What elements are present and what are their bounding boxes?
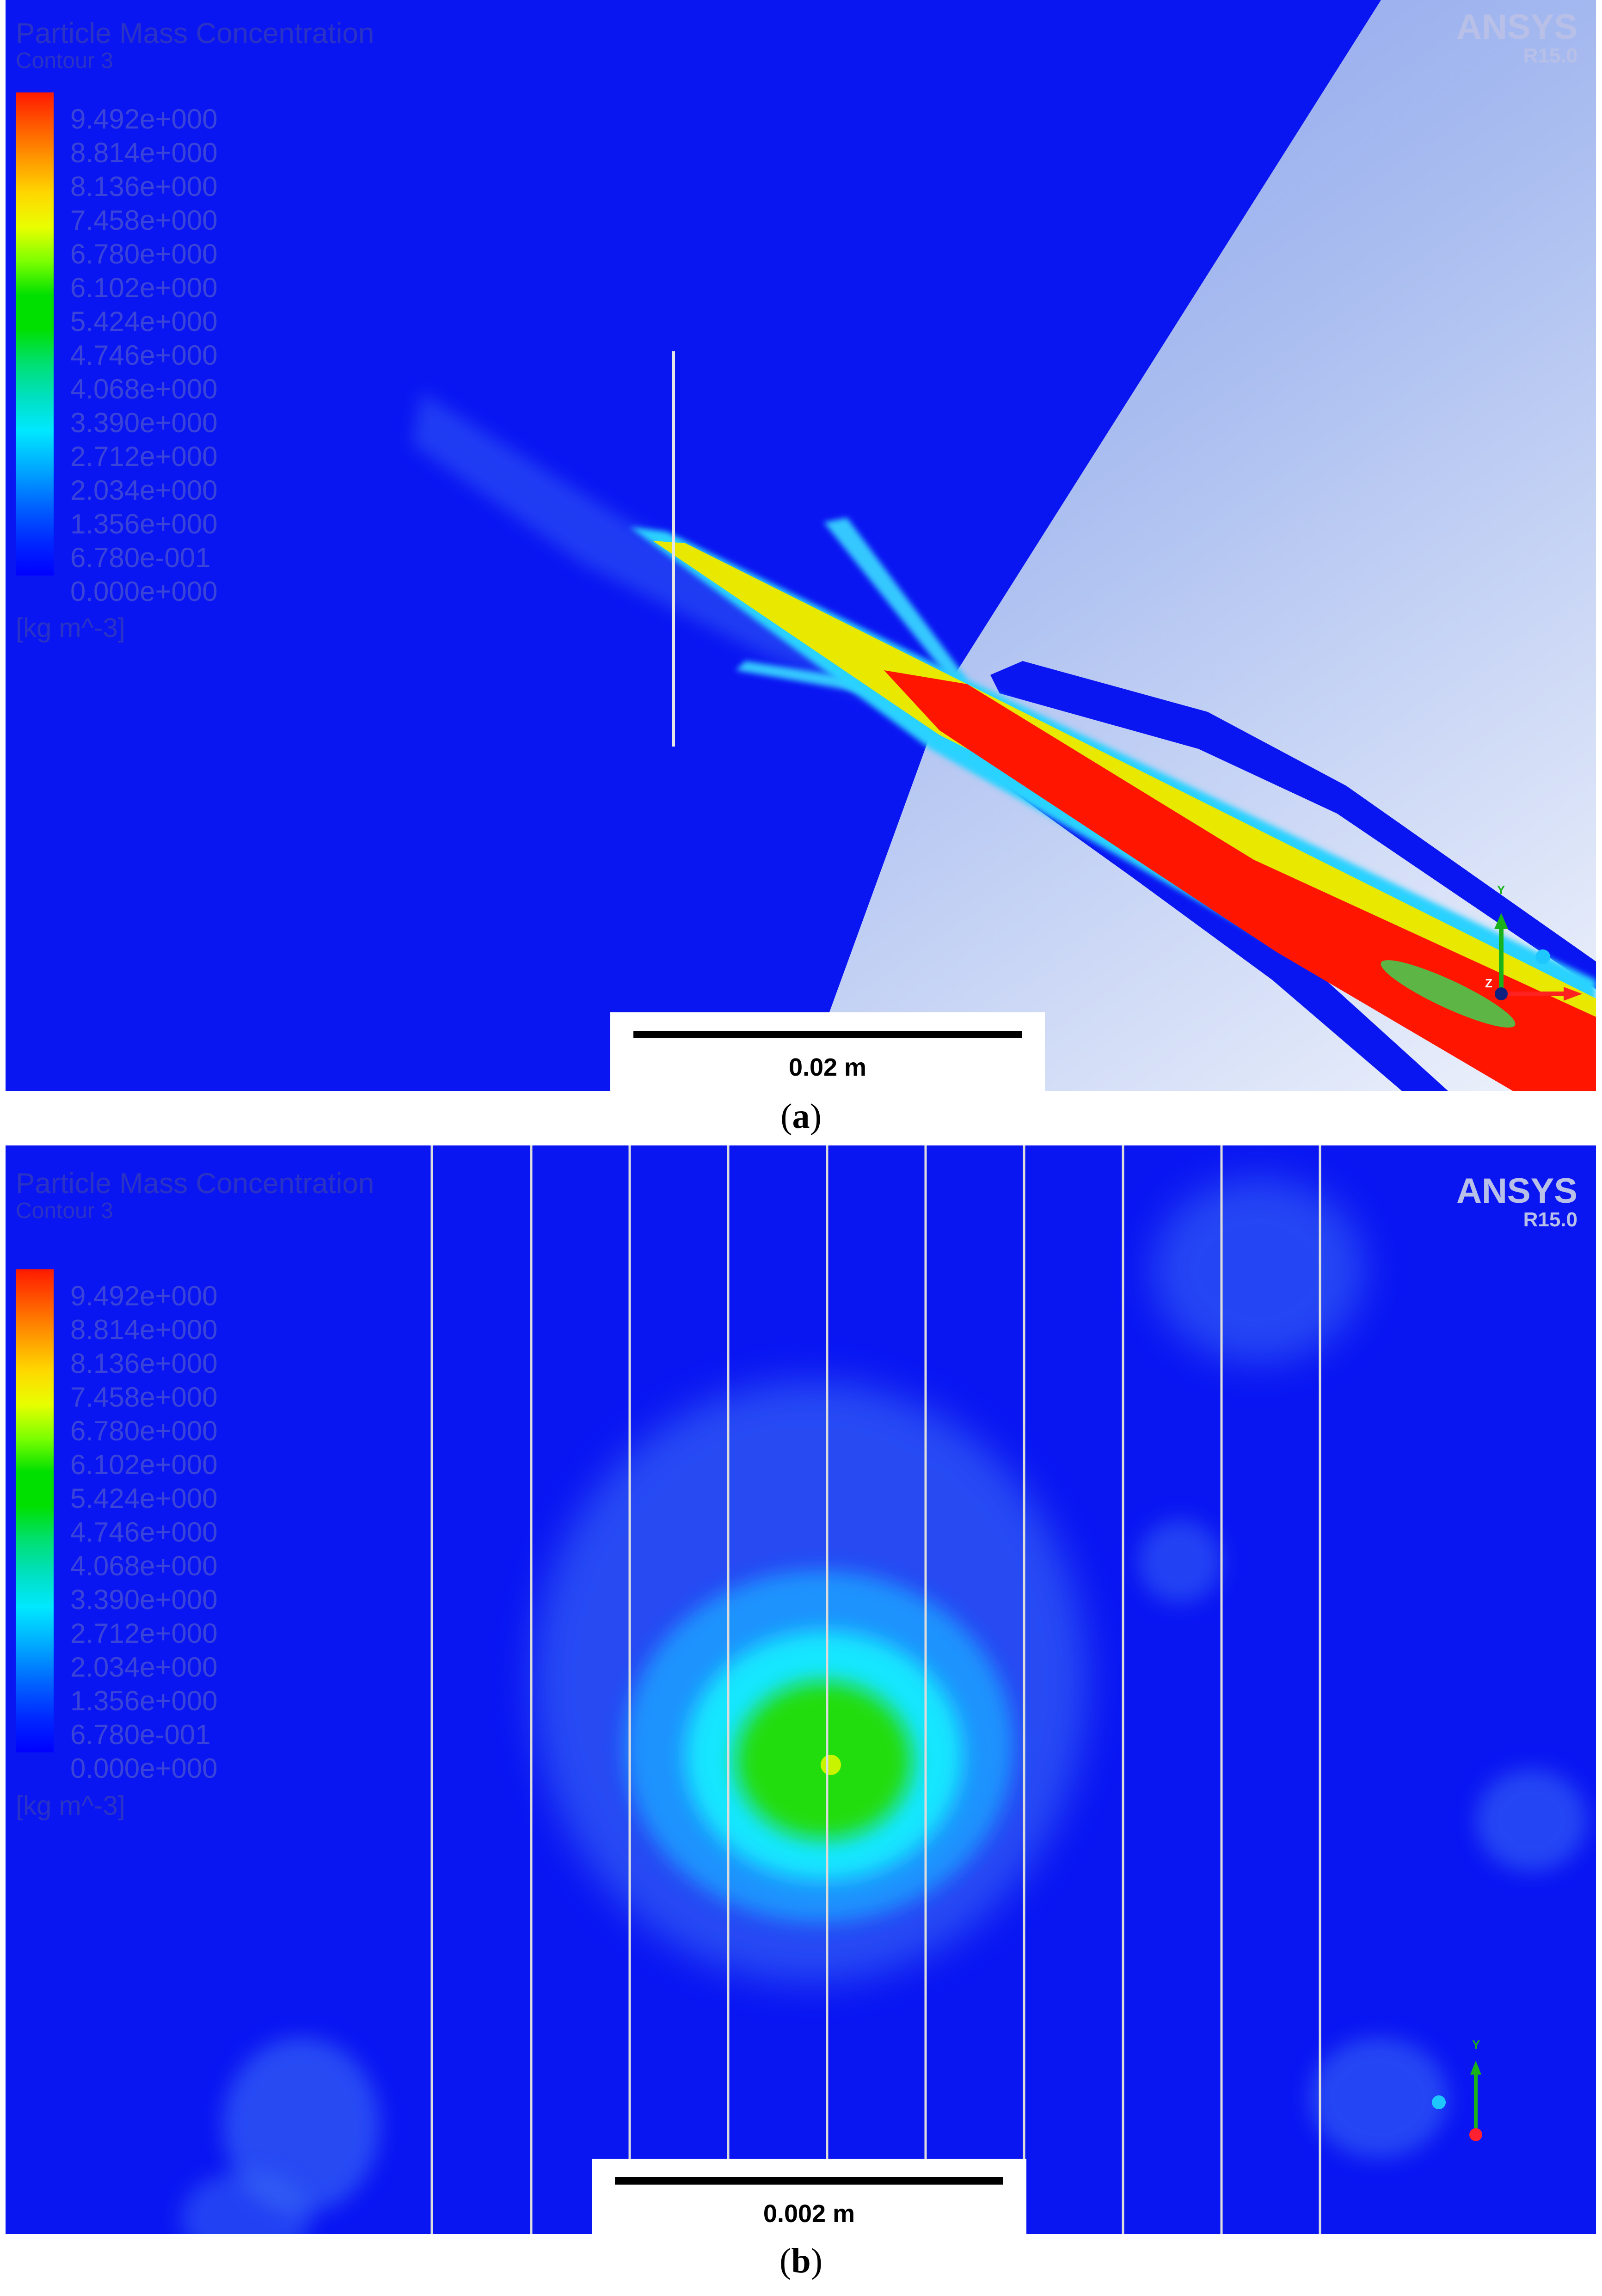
legend-tick: 2.712e+000 <box>70 441 218 472</box>
scale-bar-label: 0.002 m <box>763 2200 855 2228</box>
legend-tick: 4.068e+000 <box>70 1550 218 1581</box>
ansys-brand: ANSYS R15.0 <box>1456 1173 1577 1231</box>
concentration-blob <box>1138 1520 1221 1603</box>
contour-field-a <box>6 0 1596 1091</box>
scale-bar-line <box>615 2177 1003 2185</box>
scale-bar-line <box>633 1031 1022 1038</box>
axis-cyan-dot <box>1535 949 1550 964</box>
legend-tick: 6.102e+000 <box>70 1449 218 1480</box>
scale-bar: 0.02 m <box>610 1012 1045 1091</box>
legend-tick: 7.458e+000 <box>70 1382 218 1413</box>
concentration-blob <box>1152 1178 1365 1363</box>
legend-tick: 5.424e+000 <box>70 306 218 337</box>
legend-tick: 1.356e+000 <box>70 508 218 539</box>
ansys-brand: ANSYS R15.0 <box>1456 9 1577 67</box>
axis-y-head <box>1470 2061 1481 2075</box>
scale-bar: 0.002 m <box>592 2159 1026 2234</box>
legend-tick: 4.746e+000 <box>70 340 218 371</box>
scale-bar-label: 0.02 m <box>788 1053 867 1081</box>
probe-lines <box>430 1145 1321 2234</box>
axis-y-label: Y <box>1497 883 1505 897</box>
legend-units: [kg m^-3] <box>16 613 125 643</box>
spray-plume-green-band <box>1381 960 1516 1028</box>
legend-tick: 3.390e+000 <box>70 407 218 438</box>
axis-origin-dot <box>1495 987 1508 1000</box>
brand-name: ANSYS <box>1456 7 1577 47</box>
legend-tick: 8.814e+000 <box>70 1314 218 1345</box>
legend-subtitle: Contour 3 <box>16 49 113 73</box>
contour-field-b <box>6 1145 1596 2234</box>
concentration-blob <box>1309 2038 1448 2158</box>
legend-tick: 2.034e+000 <box>70 475 218 506</box>
legend-subtitle: Contour 3 <box>16 1199 113 1223</box>
legend-tick: 6.780e-001 <box>70 542 211 573</box>
brand-name: ANSYS <box>1456 1171 1577 1211</box>
concentration-blob <box>223 2038 380 2213</box>
spray-streak-upper <box>824 518 967 684</box>
legend-tick: 4.746e+000 <box>70 1517 218 1548</box>
legend-tick: 5.424e+000 <box>70 1483 218 1514</box>
legend-tick: 8.814e+000 <box>70 137 218 168</box>
axis-origin-dot <box>1469 2128 1482 2141</box>
legend-title: Particle Mass Concentration <box>16 1168 374 1200</box>
contour-panel-a: Particle Mass Concentration Contour 3 9.… <box>6 0 1596 1091</box>
caption-letter: a <box>792 1097 810 1136</box>
legend-tick: 9.492e+000 <box>70 1280 218 1311</box>
axis-z-label: Z <box>1485 976 1492 990</box>
legend-tick: 6.102e+000 <box>70 272 218 303</box>
legend-tick: 8.136e+000 <box>70 171 218 202</box>
brand-version: R15.0 <box>1523 1208 1577 1231</box>
caption-b: (b) <box>780 2241 822 2280</box>
concentration-blob <box>1476 1769 1587 1871</box>
legend-units: [kg m^-3] <box>16 1791 125 1821</box>
legend-tick: 8.136e+000 <box>70 1348 218 1379</box>
contour-panel-b: Particle Mass Concentration Contour 3 9.… <box>6 1145 1596 2234</box>
legend-tick: 2.712e+000 <box>70 1618 218 1649</box>
legend-title: Particle Mass Concentration <box>16 18 374 49</box>
legend-tick: 6.780e+000 <box>70 239 218 269</box>
axis-cyan-dot <box>1432 2095 1446 2109</box>
legend-tick: 0.000e+000 <box>70 1753 218 1784</box>
legend-tick: 6.780e-001 <box>70 1719 211 1750</box>
axis-x-head <box>1564 987 1582 1001</box>
legend-tick: 3.390e+000 <box>70 1584 218 1615</box>
colorbar <box>16 92 54 576</box>
legend-tick: 6.780e+000 <box>70 1415 218 1446</box>
legend-tick: 2.034e+000 <box>70 1652 218 1683</box>
legend-tick: 7.458e+000 <box>70 205 218 236</box>
colorbar <box>16 1269 54 1752</box>
axis-y-label: Y <box>1472 2038 1480 2051</box>
nozzle-wall-upper <box>990 661 1596 989</box>
caption-a: (a) <box>780 1097 822 1136</box>
legend-tick: 1.356e+000 <box>70 1685 218 1716</box>
brand-version: R15.0 <box>1523 44 1577 67</box>
legend-tick: 0.000e+000 <box>70 576 218 607</box>
concentration-blob <box>181 2172 311 2234</box>
legend-tick: 9.492e+000 <box>70 104 218 135</box>
caption-letter: b <box>791 2241 811 2280</box>
axis-y-head <box>1494 913 1508 929</box>
legend-tick: 4.068e+000 <box>70 373 218 404</box>
plume-core <box>821 1755 841 1775</box>
